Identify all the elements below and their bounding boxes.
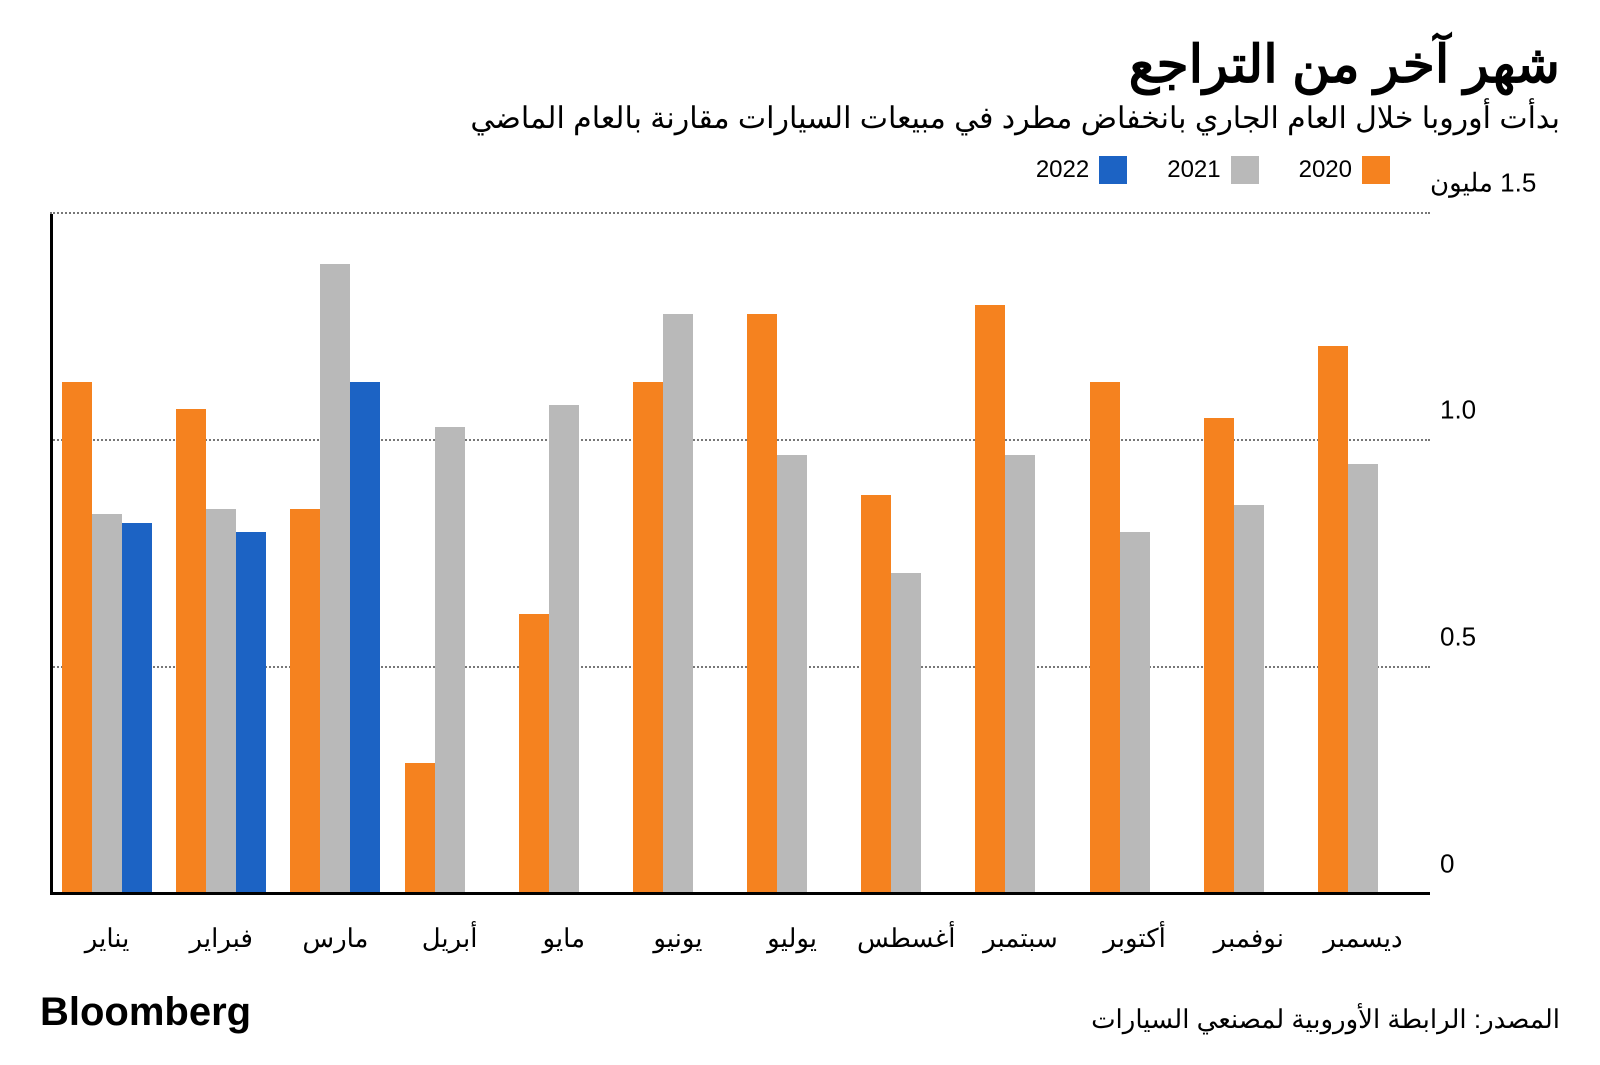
- bar: [1234, 505, 1264, 895]
- legend-label: 2020: [1299, 156, 1352, 184]
- y-tick-label: 0.5: [1440, 622, 1560, 653]
- month-group: [1192, 214, 1306, 895]
- chart-area: 00.51.01.5 مليون ينايرفبرايرمارسأبريلماي…: [50, 214, 1420, 965]
- month-group: [507, 214, 621, 895]
- x-tick-label: فبراير: [164, 905, 278, 965]
- y-axis-line: [50, 214, 53, 895]
- bar: [747, 314, 777, 895]
- bar: [1005, 455, 1035, 895]
- x-tick-label: سبتمبر: [963, 905, 1077, 965]
- bar: [435, 427, 465, 895]
- bar: [891, 573, 921, 895]
- bar: [1090, 382, 1120, 895]
- bar: [320, 264, 350, 895]
- x-tick-label: مايو: [507, 905, 621, 965]
- footer: Bloomberg المصدر: الرابطة الأوروبية لمصن…: [40, 990, 1560, 1035]
- bar: [290, 509, 320, 895]
- bar: [777, 455, 807, 895]
- y-tick-label: 0: [1440, 849, 1560, 880]
- chart-title: شهر آخر من التراجع: [40, 35, 1560, 95]
- month-group: [1306, 214, 1420, 895]
- x-tick-label: يناير: [50, 905, 164, 965]
- month-group: [735, 214, 849, 895]
- legend: 2020 2021 2022: [40, 156, 1560, 184]
- bar: [975, 305, 1005, 895]
- month-group: [1078, 214, 1192, 895]
- bar: [1204, 418, 1234, 895]
- legend-label: 2022: [1036, 156, 1089, 184]
- x-tick-label: مارس: [278, 905, 392, 965]
- legend-swatch: [1099, 156, 1127, 184]
- bar: [549, 405, 579, 895]
- y-tick-label: 1.5 مليون: [1430, 168, 1560, 199]
- bar: [92, 514, 122, 895]
- bar: [236, 532, 266, 895]
- brand-logo: Bloomberg: [40, 990, 251, 1035]
- legend-swatch: [1231, 156, 1259, 184]
- header: شهر آخر من التراجع بدأت أوروبا خلال العا…: [40, 35, 1560, 136]
- legend-item: 2020: [1299, 156, 1390, 184]
- month-group: [50, 214, 164, 895]
- x-tick-label: يونيو: [621, 905, 735, 965]
- bars-row: [50, 214, 1420, 895]
- x-tick-label: أكتوبر: [1078, 905, 1192, 965]
- bar: [861, 495, 891, 895]
- legend-item: 2021: [1167, 156, 1258, 184]
- month-group: [278, 214, 392, 895]
- x-tick-label: أغسطس: [849, 905, 963, 965]
- x-tick-label: يوليو: [735, 905, 849, 965]
- bar: [519, 614, 549, 895]
- bar: [1318, 346, 1348, 895]
- plot-area: 00.51.01.5 مليون: [50, 214, 1420, 895]
- month-group: [164, 214, 278, 895]
- month-group: [393, 214, 507, 895]
- bar: [405, 763, 435, 895]
- month-group: [849, 214, 963, 895]
- source-text: المصدر: الرابطة الأوروبية لمصنعي السيارا…: [1091, 1004, 1560, 1035]
- bar: [633, 382, 663, 895]
- bar: [1348, 464, 1378, 895]
- bar: [663, 314, 693, 895]
- month-group: [963, 214, 1077, 895]
- legend-label: 2021: [1167, 156, 1220, 184]
- bar: [122, 523, 152, 895]
- bar: [206, 509, 236, 895]
- y-tick-label: 1.0: [1440, 395, 1560, 426]
- x-axis-labels: ينايرفبرايرمارسأبريلمايويونيويوليوأغسطسس…: [50, 905, 1420, 965]
- x-tick-label: نوفمبر: [1192, 905, 1306, 965]
- chart-container: شهر آخر من التراجع بدأت أوروبا خلال العا…: [0, 0, 1600, 1065]
- month-group: [621, 214, 735, 895]
- x-tick-label: ديسمبر: [1306, 905, 1420, 965]
- bar: [1120, 532, 1150, 895]
- bar: [350, 382, 380, 895]
- bar: [62, 382, 92, 895]
- chart-subtitle: بدأت أوروبا خلال العام الجاري بانخفاض مط…: [40, 101, 1560, 136]
- legend-item: 2022: [1036, 156, 1127, 184]
- legend-swatch: [1362, 156, 1390, 184]
- x-tick-label: أبريل: [393, 905, 507, 965]
- x-axis-line: [50, 892, 1430, 895]
- bar: [176, 409, 206, 895]
